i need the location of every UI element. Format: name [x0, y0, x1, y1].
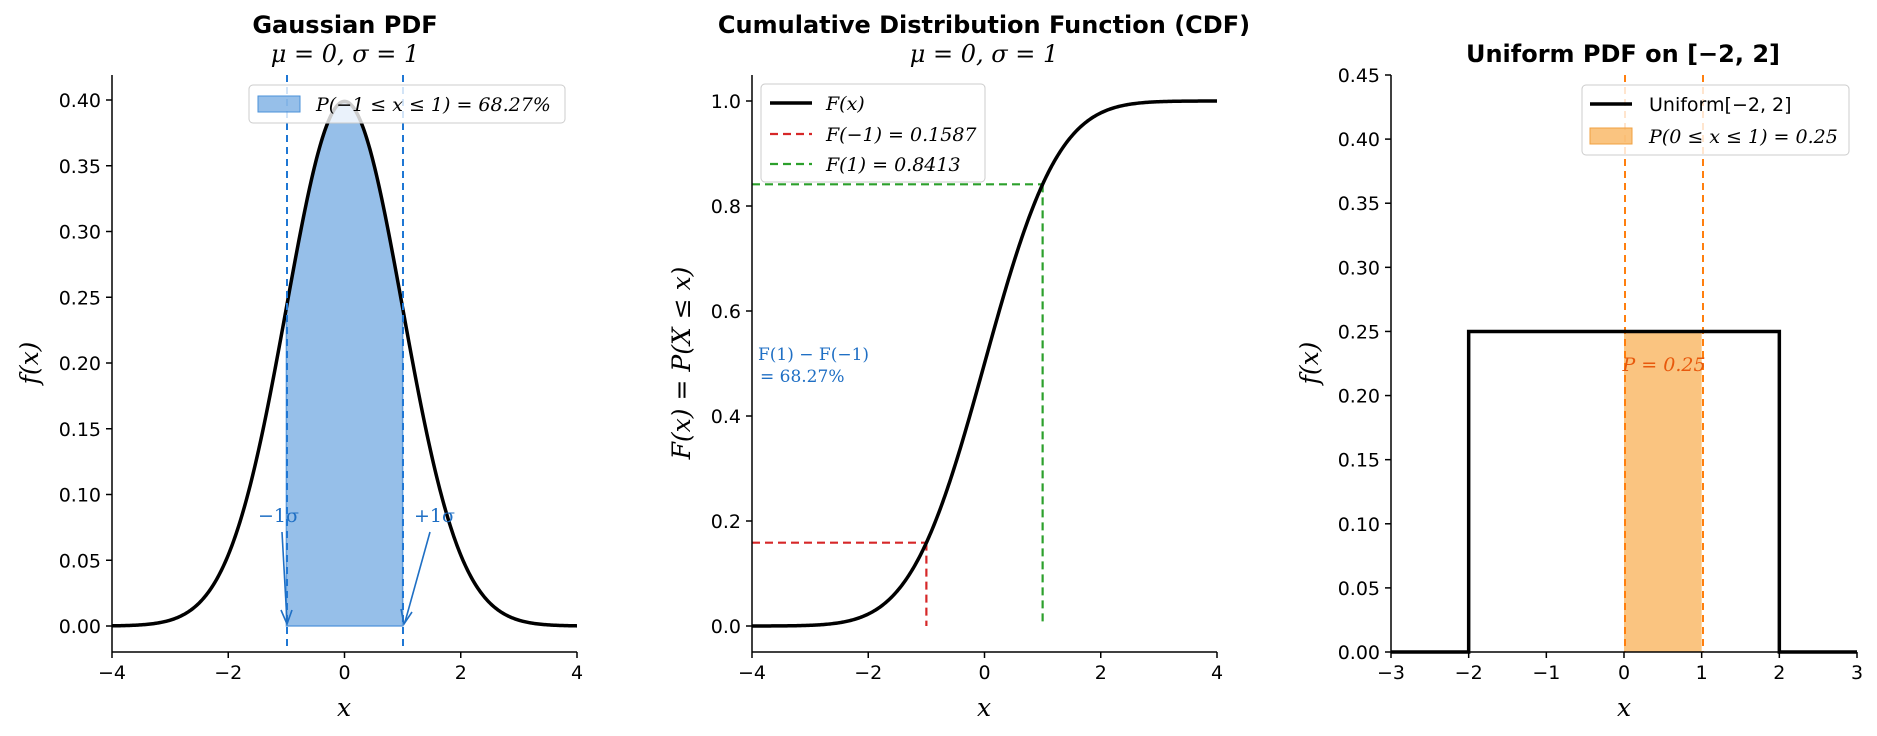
- cdf-x-tick-label: 2: [1095, 662, 1107, 684]
- gaussian-y-tick-label: 0.10: [59, 485, 101, 507]
- plus-sigma-arrow: [404, 531, 431, 623]
- gaussian-subtitle: μ = 0, σ = 1: [271, 40, 420, 68]
- minus-sigma-arrowhead: [280, 609, 293, 627]
- uniform-x-ticks: −3 −2 −1 0 1 2 3: [1377, 652, 1863, 684]
- cdf-legend-box: [760, 83, 986, 183]
- uniform-x-tick-label: 1: [1696, 662, 1708, 684]
- gaussian-x-tick-label: 4: [571, 662, 583, 684]
- uniform-xlabel: x: [1617, 693, 1631, 722]
- cdf-y-tick-label: 0.4: [711, 406, 741, 428]
- uniform-x-tick-label: 3: [1851, 662, 1863, 684]
- uniform-y-tick-label: 0.10: [1338, 514, 1380, 536]
- uniform-legend-label-fill: P(0 ≤ x ≤ 1) = 0.25: [1648, 126, 1838, 148]
- gaussian-x-ticks: −4 −2 0 2 4: [98, 652, 583, 684]
- cdf-x-tick-label: −2: [854, 662, 882, 684]
- uniform-y-tick-label: 0.45: [1338, 65, 1380, 87]
- panel-cdf: Cumulative Distribution Function (CDF) μ…: [667, 11, 1250, 722]
- cdf-xlabel: x: [977, 693, 991, 722]
- gaussian-y-tick-label: 0.00: [59, 616, 101, 638]
- uniform-ylabel: f(x): [1295, 342, 1324, 387]
- cdf-legend: F(x) F(−1) = 0.1587 F(1) = 0.8413: [760, 83, 986, 183]
- cdf-legend-label-red: F(−1) = 0.1587: [825, 124, 977, 146]
- plus-sigma-annotation: +1σ: [414, 505, 455, 527]
- gaussian-x-tick-label: −4: [98, 662, 126, 684]
- gaussian-legend-swatch: [257, 95, 301, 113]
- gaussian-y-tick-label: 0.15: [59, 419, 101, 441]
- cdf-title: Cumulative Distribution Function (CDF): [718, 11, 1250, 39]
- cdf-legend-label-green: F(1) = 0.8413: [825, 154, 961, 176]
- uniform-x-tick-label: −2: [1455, 662, 1483, 684]
- cdf-ylabel: F(x) = P(X ≤ x): [667, 267, 696, 461]
- uniform-y-tick-label: 0.20: [1338, 386, 1380, 408]
- cdf-y-tick-label: 0.8: [711, 196, 741, 218]
- uniform-y-tick-label: 0.00: [1338, 642, 1380, 664]
- uniform-probability-annotation: P = 0.25: [1621, 354, 1705, 376]
- gaussian-legend-box: [248, 84, 566, 124]
- uniform-x-tick-label: −3: [1377, 662, 1405, 684]
- cdf-legend-label-fx: F(x): [825, 93, 865, 115]
- cdf-x-ticks: −4 −2 0 2 4: [738, 652, 1223, 684]
- uniform-y-tick-label: 0.05: [1338, 578, 1380, 600]
- gaussian-x-tick-label: 0: [338, 662, 350, 684]
- uniform-y-tick-label: 0.30: [1338, 257, 1380, 279]
- gaussian-x-tick-label: 2: [455, 662, 467, 684]
- cdf-y-tick-label: 0.0: [711, 616, 741, 638]
- cdf-y-tick-label: 0.2: [711, 511, 741, 533]
- uniform-legend: Uniform[−2, 2] P(0 ≤ x ≤ 1) = 0.25: [1581, 84, 1850, 156]
- gaussian-xlabel: x: [337, 693, 351, 722]
- uniform-y-tick-label: 0.25: [1338, 321, 1380, 343]
- uniform-y-tick-label: 0.35: [1338, 193, 1380, 215]
- minus-sigma-annotation: −1σ: [258, 505, 299, 527]
- uniform-title: Uniform PDF on [−2, 2]: [1466, 40, 1780, 68]
- uniform-legend-swatch-fill: [1589, 127, 1633, 145]
- uniform-y-ticks: 0.00 0.05 0.10 0.15 0.20 0.25 0.30 0.35 0.40 0.45: [1338, 65, 1391, 664]
- uniform-x-tick-label: 2: [1773, 662, 1785, 684]
- uniform-x-tick-label: 0: [1618, 662, 1630, 684]
- panel-gaussian-pdf: Gaussian PDF μ = 0, σ = 1 −1σ +1σ P(−1 ≤…: [15, 11, 583, 722]
- cdf-y-ticks: 0.0 0.2 0.4 0.6 0.8 1.0: [711, 91, 752, 638]
- uniform-x-tick-label: −1: [1532, 662, 1560, 684]
- minus-sigma-arrow: [281, 531, 288, 623]
- gaussian-y-tick-label: 0.20: [59, 353, 101, 375]
- panel-uniform-pdf: Uniform PDF on [−2, 2] P = 0.25 Uniform[…: [1295, 40, 1863, 722]
- gaussian-title: Gaussian PDF: [252, 11, 437, 39]
- cdf-difference-annotation-line1: F(1) − F(−1): [758, 345, 869, 365]
- cdf-subtitle: μ = 0, σ = 1: [910, 40, 1059, 68]
- cdf-difference-annotation-line2: = 68.27%: [760, 367, 844, 387]
- gaussian-y-tick-label: 0.40: [59, 90, 101, 112]
- uniform-y-tick-label: 0.15: [1338, 450, 1380, 472]
- cdf-x-tick-label: 4: [1211, 662, 1223, 684]
- gaussian-legend: P(−1 ≤ x ≤ 1) = 68.27%: [248, 84, 566, 124]
- cdf-y-tick-label: 0.6: [711, 301, 741, 323]
- uniform-y-tick-label: 0.40: [1338, 129, 1380, 151]
- gaussian-y-tick-label: 0.05: [59, 550, 101, 572]
- gaussian-y-ticks: 0.00 0.05 0.10 0.15 0.20 0.25 0.30 0.35 0.40: [59, 90, 112, 638]
- uniform-legend-box: [1581, 84, 1850, 156]
- gaussian-x-tick-label: −2: [214, 662, 242, 684]
- uniform-shaded-area: [1624, 331, 1702, 652]
- cdf-y-tick-label: 1.0: [711, 91, 741, 113]
- cdf-x-tick-label: −4: [738, 662, 766, 684]
- gaussian-legend-label: P(−1 ≤ x ≤ 1) = 68.27%: [315, 94, 551, 116]
- gaussian-y-tick-label: 0.25: [59, 287, 101, 309]
- plus-sigma-arrowhead: [400, 608, 413, 627]
- cdf-x-tick-label: 0: [978, 662, 990, 684]
- gaussian-shaded-area: [285, 100, 404, 627]
- gaussian-y-tick-label: 0.35: [59, 156, 101, 178]
- gaussian-ylabel: f(x): [15, 342, 44, 387]
- gaussian-y-tick-label: 0.30: [59, 222, 101, 244]
- cdf-curve: [752, 99, 1217, 628]
- uniform-legend-label-line: Uniform[−2, 2]: [1649, 94, 1792, 116]
